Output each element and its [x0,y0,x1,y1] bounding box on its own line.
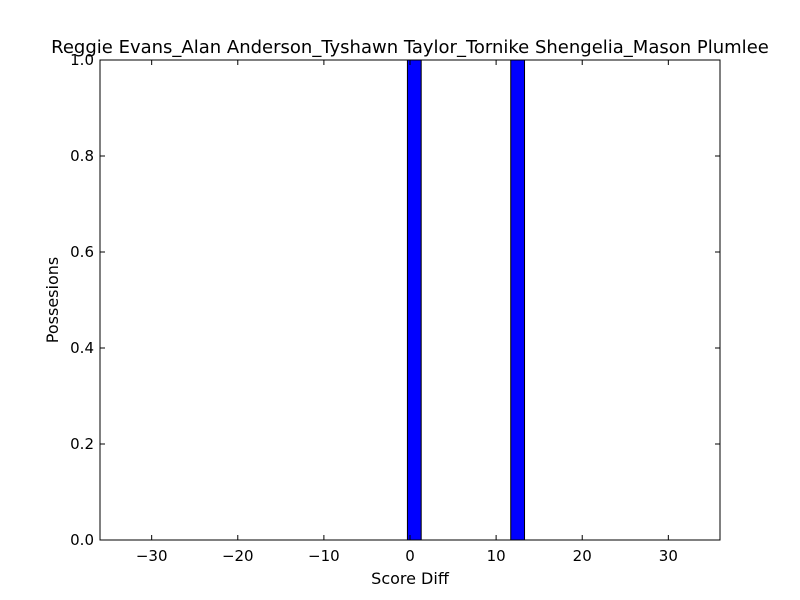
y-tick-label: 0.2 [70,435,94,453]
x-tick-label: 20 [573,547,592,565]
y-axis-ticks: 0.0 0.2 0.4 0.6 0.8 1.0 [70,51,720,549]
x-axis-ticks: −30 −20 −10 0 10 20 30 [136,60,678,565]
plot-area-frame [99,59,721,541]
bars-group [406,59,526,541]
x-axis-label: Score Diff [371,569,450,588]
x-tick-label: −10 [308,547,340,565]
bar-0 [406,59,422,541]
x-tick-label: 10 [487,547,506,565]
x-tick-label: −30 [136,547,168,565]
x-tick-label: 30 [659,547,678,565]
y-tick-label: 0.6 [70,243,94,261]
y-tick-label: 1.0 [70,51,94,69]
y-axis-label: Possesions [43,257,62,343]
x-tick-label: −20 [222,547,254,565]
y-tick-label: 0.8 [70,147,94,165]
y-tick-label: 0.0 [70,531,94,549]
bar-1 [510,59,526,541]
x-tick-label: 0 [405,547,415,565]
chart-title: Reggie Evans_Alan Anderson_Tyshawn Taylo… [51,37,769,58]
y-tick-label: 0.4 [70,339,94,357]
